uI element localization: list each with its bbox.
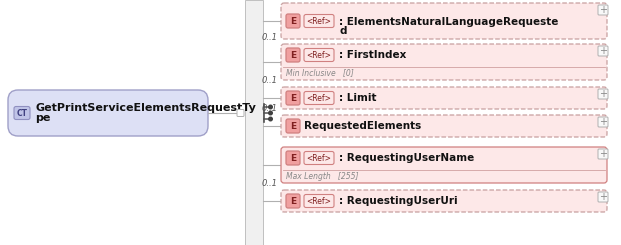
FancyBboxPatch shape bbox=[598, 89, 608, 99]
Text: 0..1: 0..1 bbox=[262, 76, 278, 85]
FancyBboxPatch shape bbox=[281, 3, 607, 39]
Circle shape bbox=[269, 111, 272, 115]
Text: Min Inclusive   [0]: Min Inclusive [0] bbox=[286, 69, 354, 77]
Text: 0..1: 0..1 bbox=[262, 33, 278, 42]
Text: E: E bbox=[290, 50, 296, 60]
Text: Max Length   [255]: Max Length [255] bbox=[286, 172, 358, 181]
Circle shape bbox=[269, 117, 272, 121]
Circle shape bbox=[269, 105, 272, 109]
FancyBboxPatch shape bbox=[286, 14, 300, 28]
Text: E: E bbox=[290, 154, 296, 162]
FancyBboxPatch shape bbox=[598, 149, 608, 159]
Text: 0..1: 0..1 bbox=[262, 104, 278, 113]
Text: +: + bbox=[599, 5, 607, 15]
FancyBboxPatch shape bbox=[286, 91, 300, 105]
FancyBboxPatch shape bbox=[304, 49, 334, 61]
Text: : RequestingUserUri: : RequestingUserUri bbox=[339, 196, 458, 206]
FancyBboxPatch shape bbox=[8, 90, 208, 136]
Text: : RequestingUserName: : RequestingUserName bbox=[339, 153, 474, 163]
Text: +: + bbox=[599, 117, 607, 127]
FancyBboxPatch shape bbox=[281, 44, 607, 80]
Text: +: + bbox=[599, 149, 607, 159]
Text: +: + bbox=[599, 89, 607, 99]
FancyBboxPatch shape bbox=[286, 151, 300, 165]
Text: RequestedElements: RequestedElements bbox=[304, 121, 421, 131]
Text: : ElementsNaturalLanguageRequeste: : ElementsNaturalLanguageRequeste bbox=[339, 17, 558, 27]
Text: 0..1: 0..1 bbox=[262, 179, 278, 188]
Text: E: E bbox=[290, 196, 296, 206]
FancyBboxPatch shape bbox=[237, 110, 244, 117]
FancyBboxPatch shape bbox=[286, 119, 300, 133]
FancyBboxPatch shape bbox=[304, 91, 334, 105]
FancyBboxPatch shape bbox=[281, 115, 607, 137]
FancyBboxPatch shape bbox=[286, 48, 300, 62]
Text: <Ref>: <Ref> bbox=[307, 154, 332, 162]
FancyBboxPatch shape bbox=[281, 147, 607, 183]
FancyBboxPatch shape bbox=[598, 46, 608, 56]
FancyBboxPatch shape bbox=[304, 195, 334, 208]
Text: +: + bbox=[599, 192, 607, 202]
Text: E: E bbox=[290, 94, 296, 102]
Text: : FirstIndex: : FirstIndex bbox=[339, 50, 406, 60]
Bar bbox=[245, 0, 263, 245]
FancyBboxPatch shape bbox=[304, 14, 334, 27]
FancyBboxPatch shape bbox=[281, 190, 607, 212]
Text: E: E bbox=[290, 16, 296, 25]
FancyBboxPatch shape bbox=[304, 151, 334, 164]
Text: : Limit: : Limit bbox=[339, 93, 376, 103]
FancyBboxPatch shape bbox=[598, 117, 608, 127]
FancyBboxPatch shape bbox=[14, 107, 30, 120]
Text: CT: CT bbox=[17, 109, 27, 118]
Text: 0..1: 0..1 bbox=[262, 0, 278, 1]
Text: <Ref>: <Ref> bbox=[307, 94, 332, 102]
Text: <Ref>: <Ref> bbox=[307, 196, 332, 206]
FancyBboxPatch shape bbox=[598, 192, 608, 202]
FancyBboxPatch shape bbox=[286, 194, 300, 208]
Text: <Ref>: <Ref> bbox=[307, 16, 332, 25]
FancyBboxPatch shape bbox=[281, 87, 607, 109]
Text: pe: pe bbox=[35, 113, 50, 123]
Text: <Ref>: <Ref> bbox=[307, 50, 332, 60]
Text: E: E bbox=[290, 122, 296, 131]
Text: GetPrintServiceElementsRequestTy: GetPrintServiceElementsRequestTy bbox=[35, 103, 256, 113]
Text: d: d bbox=[339, 26, 347, 36]
FancyBboxPatch shape bbox=[598, 5, 608, 15]
Text: +: + bbox=[599, 46, 607, 56]
